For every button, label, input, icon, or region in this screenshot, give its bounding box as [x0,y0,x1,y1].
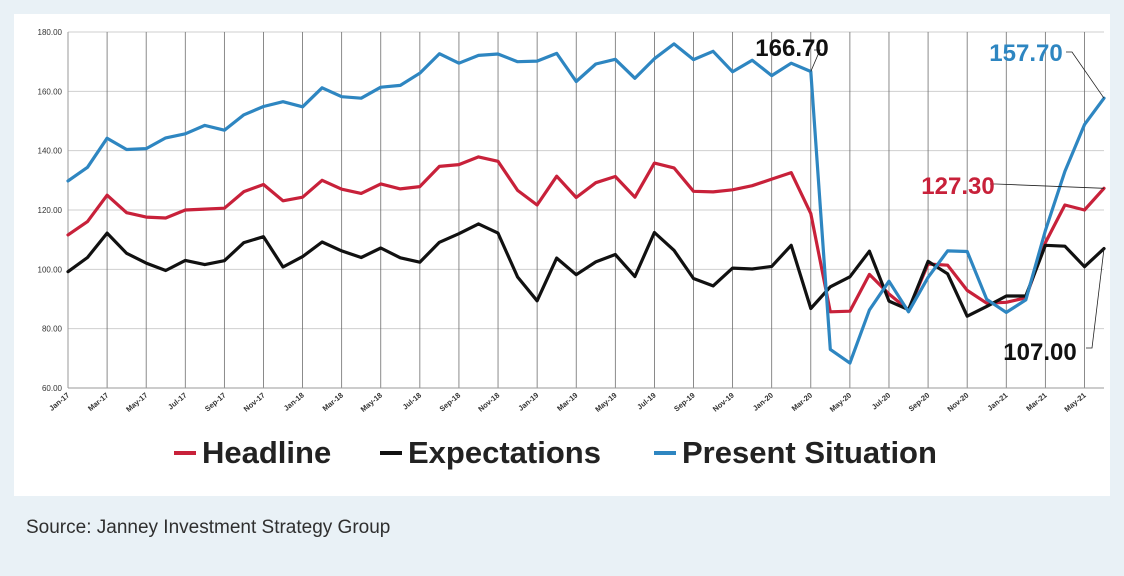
y-tick-label: 60.00 [42,384,63,393]
x-tick-label: Nov-20 [946,391,971,414]
y-tick-label: 140.00 [38,147,63,156]
x-tick-label: Jul-17 [166,391,188,412]
x-tick-label: Sep-18 [438,391,463,414]
x-axis-tick-labels: Jan-17 Mar-17 May-17 Jul-17 Sep-17 Nov-17 Jan-… [47,391,1087,414]
series-line-present-situation [66,42,1106,365]
x-tick-label: Jan-20 [751,391,775,413]
legend: Headline Expectations Present Situation [174,435,937,470]
x-tick-label: Sep-19 [672,391,697,414]
annotation-leader-line [1086,248,1105,349]
x-tick-label: May-17 [124,391,149,414]
y-tick-label: 80.00 [42,325,63,334]
x-tick-label: Mar-18 [321,391,345,413]
chart-card: 60.00 80.00 100.00 120.00 140.00 160.00 180.00… [14,14,1110,496]
annotation-label: 166.70 [755,35,828,62]
source-note: Source: Janney Investment Strategy Group [26,517,391,538]
x-tick-label: Jul-18 [401,391,423,412]
series-lines [66,42,1106,365]
annotation-leader-line [810,49,821,72]
x-tick-label: Mar-21 [1024,391,1048,413]
x-tick-label: Mar-19 [555,391,579,413]
x-tick-label: Jan-19 [516,391,540,413]
y-tick-label: 120.00 [38,206,63,215]
horizontal-gridlines [68,31,1104,389]
annotation-label: 107.00 [1003,339,1076,366]
annotation-label: 157.70 [989,40,1062,67]
x-tick-label: Jan-21 [986,391,1010,413]
x-tick-label: Jan-17 [47,391,71,413]
x-tick-label: Nov-19 [711,391,736,414]
annotation-label: 127.30 [921,173,994,200]
x-tick-label: Jan-18 [282,391,306,413]
y-axis-tick-labels: 60.00 80.00 100.00 120.00 140.00 160.00 180.00 [38,28,63,393]
y-tick-label: 160.00 [38,87,63,96]
annotation-leader-line [990,183,1105,189]
x-tick-label: Sep-20 [907,391,932,414]
x-tick-label: Nov-17 [242,391,267,414]
line-chart: 60.00 80.00 100.00 120.00 140.00 160.00 180.00… [38,28,1106,470]
vertical-gridlines [67,32,1104,389]
legend-label: Expectations [408,435,601,470]
x-tick-label: May-19 [593,391,618,414]
value-annotations: 166.70 157.70 127.30 107.00 [755,35,1105,366]
x-tick-label: Mar-17 [86,391,110,413]
legend-label: Headline [202,435,331,470]
legend-label: Present Situation [682,435,937,470]
x-tick-label: Jul-19 [635,391,657,412]
annotation-leader-line [1066,51,1105,99]
series-line-expectations [66,222,1106,318]
x-tick-label: Jul-20 [870,391,892,412]
x-tick-label: Sep-17 [203,391,228,414]
x-tick-label: Mar-20 [790,391,814,413]
x-tick-label: Nov-18 [476,391,501,414]
y-tick-label: 100.00 [38,265,63,274]
x-tick-label: May-21 [1062,391,1087,414]
x-tick-label: May-20 [828,391,853,414]
x-tick-label: May-18 [359,391,384,414]
y-tick-label: 180.00 [38,28,63,37]
